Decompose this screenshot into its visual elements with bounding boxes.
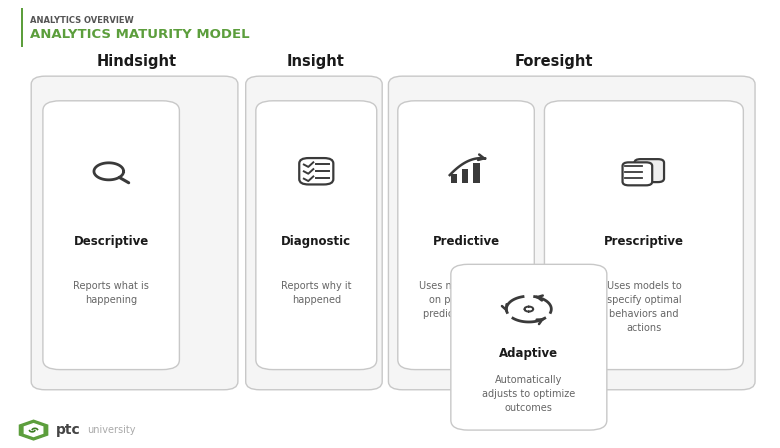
- FancyBboxPatch shape: [31, 76, 238, 390]
- Text: Predictive: Predictive: [432, 235, 500, 248]
- Bar: [462, 169, 469, 183]
- Text: Reports what is
happening: Reports what is happening: [73, 281, 149, 305]
- Text: Insight: Insight: [287, 55, 345, 69]
- Text: ANALYTICS MATURITY MODEL: ANALYTICS MATURITY MODEL: [30, 28, 250, 41]
- FancyBboxPatch shape: [246, 76, 382, 390]
- FancyBboxPatch shape: [634, 159, 664, 182]
- Text: university: university: [87, 425, 136, 435]
- Text: Uses models to
specify optimal
behaviors and
actions: Uses models to specify optimal behaviors…: [607, 281, 681, 333]
- FancyBboxPatch shape: [256, 101, 377, 370]
- Text: Diagnostic: Diagnostic: [282, 235, 351, 248]
- Text: Descriptive: Descriptive: [73, 235, 149, 248]
- Text: Reports why it
happened: Reports why it happened: [281, 281, 352, 305]
- FancyBboxPatch shape: [398, 101, 534, 370]
- FancyBboxPatch shape: [388, 76, 755, 390]
- Bar: [451, 174, 457, 183]
- Text: Adaptive: Adaptive: [499, 347, 558, 360]
- Polygon shape: [20, 420, 48, 440]
- FancyBboxPatch shape: [300, 158, 333, 185]
- Bar: [473, 163, 480, 183]
- FancyBboxPatch shape: [524, 306, 534, 312]
- Bar: [21, 8, 23, 47]
- FancyBboxPatch shape: [622, 162, 652, 185]
- Text: Prescriptive: Prescriptive: [604, 235, 684, 248]
- FancyBboxPatch shape: [451, 264, 607, 430]
- Text: Uses models based
on past data to
predict the future: Uses models based on past data to predic…: [419, 281, 513, 319]
- Polygon shape: [24, 424, 43, 436]
- Text: ptc: ptc: [56, 423, 81, 437]
- FancyBboxPatch shape: [43, 101, 179, 370]
- Text: Foresight: Foresight: [515, 55, 593, 69]
- Text: ANALYTICS OVERVIEW: ANALYTICS OVERVIEW: [30, 16, 133, 25]
- Text: Automatically
adjusts to optimize
outcomes: Automatically adjusts to optimize outcom…: [482, 375, 576, 414]
- FancyBboxPatch shape: [544, 101, 743, 370]
- Text: Hindsight: Hindsight: [97, 55, 176, 69]
